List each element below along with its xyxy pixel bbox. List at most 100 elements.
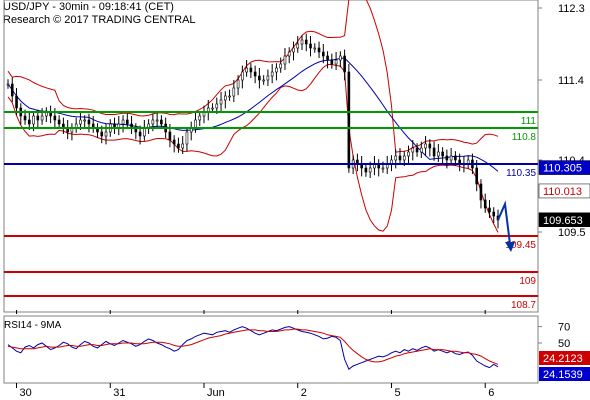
candle-body [454, 155, 457, 161]
candle-body [151, 119, 155, 125]
candle-body [283, 55, 287, 65]
candle-body [104, 131, 108, 137]
candle-body [420, 147, 423, 153]
candle-body [185, 131, 189, 145]
candle-body [407, 151, 410, 157]
candle-body [270, 71, 274, 77]
candle-body [402, 155, 406, 161]
candle-body [28, 119, 31, 125]
candle-body [36, 115, 40, 121]
chart-subtitle: Research © 2017 TRADING CENTRAL [3, 14, 196, 26]
candle-body [138, 131, 142, 137]
candle-body [198, 115, 202, 121]
candle-body [177, 143, 180, 149]
candle-body [249, 67, 253, 73]
candle-body [279, 63, 282, 69]
candle-body [194, 119, 197, 129]
price-frame [3, 0, 539, 313]
price-value-box [538, 183, 590, 199]
projection-arrow-head [505, 242, 515, 252]
candle-body [23, 115, 27, 121]
candle-body [275, 67, 278, 73]
candle-body [219, 99, 223, 105]
candle-body [326, 55, 329, 61]
candle-body [181, 143, 184, 149]
candle-body [211, 107, 214, 110]
candle-body [266, 75, 270, 81]
candle-body [79, 119, 82, 125]
candle-body [309, 43, 312, 49]
candle-body [424, 143, 427, 149]
candle-body [224, 95, 227, 101]
chart-header: USD/JPY - 30min - 09:18:41 (CET) Researc… [3, 1, 196, 27]
resistance-level-label: 111 [521, 116, 537, 127]
rsi-frame [3, 315, 539, 384]
rsi-value-label: 24.2123 [543, 353, 583, 365]
candle-body [415, 147, 419, 153]
candle-body [475, 167, 478, 185]
candle-body [172, 139, 176, 145]
candle-body [398, 155, 402, 161]
moving-average-line [7, 57, 499, 172]
candle-body [322, 51, 325, 57]
candle-body [126, 119, 129, 125]
rsi-value-box [539, 367, 590, 381]
candle-body [445, 155, 449, 161]
candle-body [228, 95, 231, 98]
candle-body [15, 95, 18, 109]
candle-body [347, 71, 351, 169]
time-tick-label: 2 [301, 387, 307, 399]
candle-body [121, 119, 125, 125]
candle-body [241, 71, 244, 81]
price-value-label: 109.653 [543, 215, 583, 227]
support-level-label: 108.7 [511, 300, 536, 311]
candle-body [262, 79, 265, 82]
price-value-label: 110.013 [543, 186, 582, 198]
candle-body [287, 51, 291, 57]
candle-body [296, 43, 300, 49]
candle-body [441, 151, 444, 157]
price-tick-label: 109.5 [558, 227, 586, 239]
candle-body [160, 119, 163, 125]
support-level-label: 109.45 [505, 240, 536, 251]
candle-body [449, 155, 453, 161]
price-tick-label: 111.4 [558, 75, 584, 87]
candle-body [253, 71, 257, 77]
price-value-label: 110.305 [543, 163, 582, 175]
projection-arrow-line [497, 200, 511, 245]
rsi-value-box [539, 351, 590, 365]
bollinger-lower [7, 64, 499, 233]
candle-body [394, 155, 398, 161]
candle-body [368, 167, 372, 173]
candle-body [300, 39, 304, 45]
candle-body [432, 147, 436, 157]
candle-body [428, 143, 432, 149]
chart-title: USD/JPY - 30min - 09:18:41 (CET) [3, 1, 174, 13]
candle-body [292, 47, 295, 53]
candle-body [232, 87, 236, 97]
candle-body [304, 39, 308, 45]
candle-body [32, 115, 35, 125]
time-tick-label: Jun [207, 387, 225, 399]
candle-body [483, 199, 487, 209]
rsi-series-line [7, 328, 499, 365]
candle-body [40, 115, 44, 121]
candle-body [479, 183, 483, 201]
resistance-level-label: 110.8 [512, 132, 537, 143]
candle-body [53, 115, 57, 121]
price-value-box [538, 212, 590, 228]
bollinger-upper [7, 0, 499, 153]
time-tick-label: 31 [113, 387, 125, 399]
time-axis: 30 31 Jun 2 5 6 [16, 310, 494, 399]
time-tick-label: 6 [488, 387, 494, 399]
candle-body [236, 79, 240, 89]
rsi-series-line [7, 326, 499, 370]
candle-body [215, 103, 219, 109]
candle-body [411, 147, 415, 153]
candle-body [488, 207, 491, 213]
candle-body [155, 119, 159, 122]
candle-body [168, 131, 172, 141]
candle-body [245, 67, 248, 73]
candle-body [334, 59, 338, 65]
